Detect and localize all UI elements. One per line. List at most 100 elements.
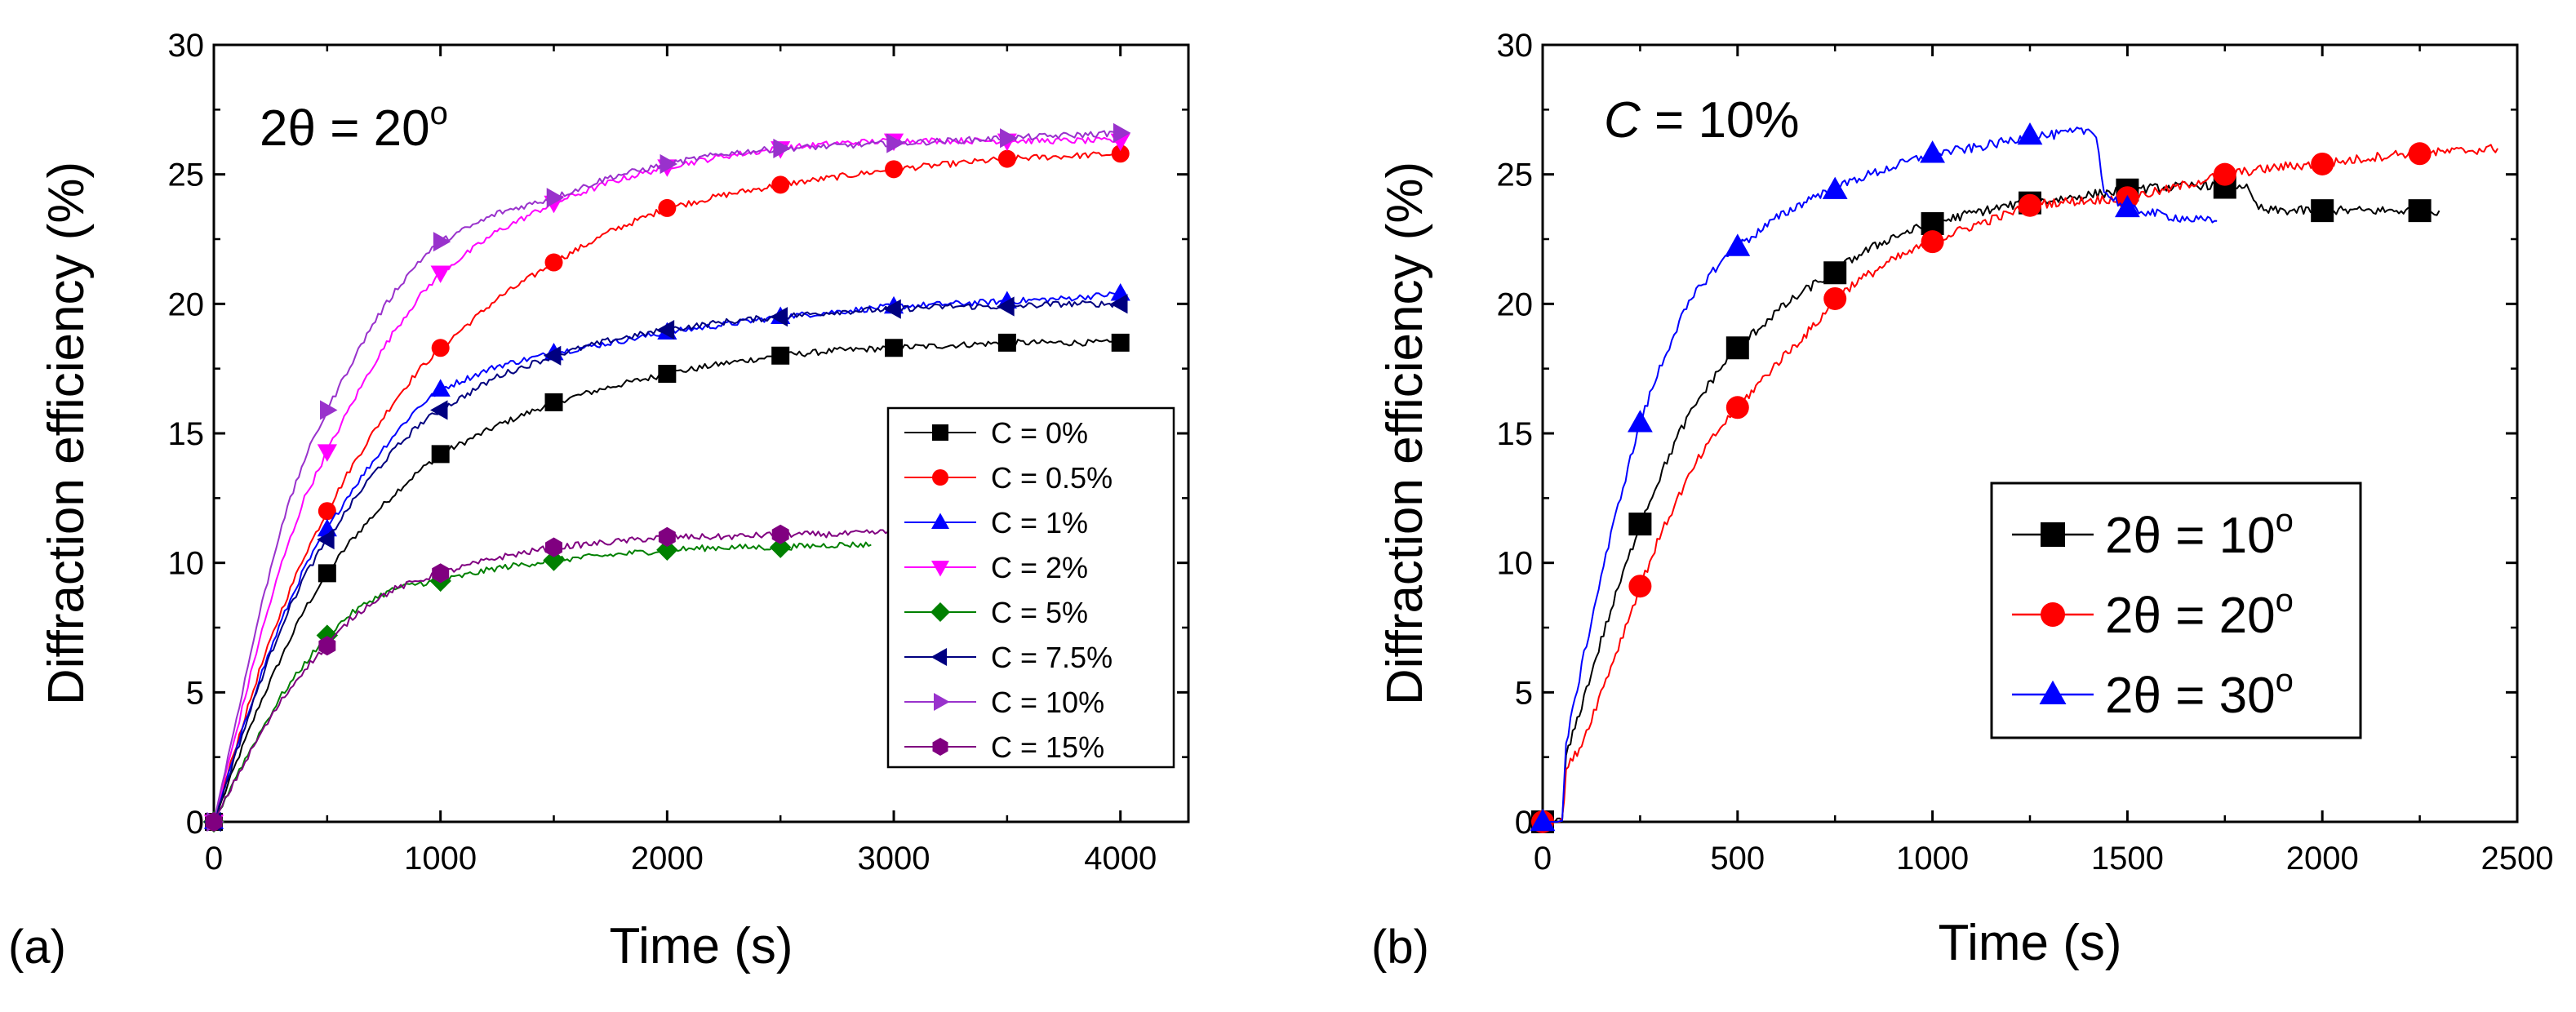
panel-a-legend-swatch-marker	[930, 648, 947, 666]
panel-a-series-line-c-2pct	[213, 136, 1121, 823]
panel-b-ytick-label: 20	[1497, 286, 1534, 322]
panel-a-xtick-label: 3000	[858, 841, 930, 877]
panel-a-legend-label: C = 0%	[991, 416, 1088, 450]
panel-a-legend-entry: C = 10%	[904, 686, 1104, 719]
panel-a-marker-c-10pct	[1000, 128, 1018, 149]
panel-a-marker-c-1pct	[430, 379, 451, 397]
panel-a-ticks: 0 1000 2000 3000 4000 0 5 10 15 20 25 30	[168, 28, 1188, 877]
panel-b-series	[1530, 122, 2498, 833]
panel-b-legend-entry: 2θ = 20o	[2012, 583, 2294, 644]
panel-a-marker-c-0pct	[997, 333, 1016, 352]
panel-a-ytick-label: 25	[168, 158, 205, 193]
panel-a-ytick-label: 20	[168, 286, 205, 322]
panel-b-marker-2theta-20deg	[2213, 162, 2236, 186]
panel-a-legend-label: C = 5%	[991, 596, 1088, 629]
panel-b-marker-2theta-30deg	[1725, 233, 1751, 256]
panel-a-legend-label: C = 7.5%	[991, 641, 1113, 674]
panel-a-legend-label: C = 0.5%	[991, 461, 1113, 495]
panel-b-ytick-label: 30	[1497, 28, 1534, 64]
panel-a-legend-entry: C = 7.5%	[904, 641, 1113, 674]
panel-a-marker-c-7p5pct	[997, 296, 1015, 317]
panel-a-series	[202, 122, 1131, 833]
panel-b-series-line-2theta-10deg	[1543, 180, 2441, 823]
panel-b-marker-2theta-30deg	[1822, 176, 1848, 199]
panel-a-legend-swatch-marker	[932, 424, 948, 441]
panel-b-series-2theta-30deg	[1530, 122, 2218, 832]
panel-a-marker-c-0p5pct	[431, 339, 450, 357]
panel-b-marker-2theta-30deg	[1628, 410, 1653, 433]
panel-a-legend-swatch-marker	[930, 602, 950, 622]
panel-a-marker-c-0pct	[318, 564, 336, 583]
panel-a-annotation: 2θ = 20o	[260, 95, 448, 157]
panel-a-legend-label: C = 15%	[991, 730, 1104, 764]
panel-b-legend-swatch-marker	[2039, 680, 2067, 704]
panel-a-marker-c-0pct	[771, 346, 790, 365]
panel-a-marker-c-0p5pct	[1111, 144, 1130, 163]
panel-b-legend-label: 2θ = 10o	[2105, 503, 2294, 564]
panel-a-marker-c-5pct	[656, 539, 678, 561]
panel-a-xtick-label: 4000	[1084, 841, 1157, 877]
panel-a-ytick-label: 30	[168, 28, 205, 64]
panel-b-xtick-label: 2500	[2481, 841, 2554, 877]
panel-b-legend-swatch-marker	[2041, 602, 2065, 627]
panel-a-marker-c-5pct	[769, 536, 792, 558]
panel-a-ytick-label: 15	[168, 416, 205, 452]
panel-a-ytick-label: 5	[186, 675, 204, 711]
panel-b-marker-2theta-20deg	[2408, 142, 2432, 166]
panel-b-marker-2theta-10deg	[2311, 199, 2334, 223]
panel-a-marker-c-10pct	[660, 153, 677, 175]
panel-b-xtick-label: 500	[1710, 841, 1765, 877]
panel-b-legend-swatch-marker	[2041, 522, 2065, 547]
panel-a-series-c-15pct	[205, 524, 895, 832]
panel-a-legend-label: C = 1%	[991, 506, 1088, 539]
panel-b-marker-2theta-10deg	[1725, 336, 1749, 360]
panel-a-marker-c-7p5pct	[430, 400, 448, 420]
panel-a-marker-c-15pct	[318, 636, 336, 656]
panel-a-legend-swatch-marker	[931, 513, 949, 529]
panel-a-marker-c-10pct	[320, 400, 338, 420]
panel-a-legend-entry: C = 1%	[904, 506, 1088, 539]
panel-a-legend-entry: C = 2%	[904, 551, 1088, 584]
panel-a-marker-c-7p5pct	[317, 530, 335, 550]
panel-b-ytick-label: 10	[1497, 546, 1534, 582]
panel-b-legend-entry: 2θ = 10o	[2012, 503, 2294, 564]
panel-a-xtick-label: 1000	[404, 841, 477, 877]
panel-a-marker-c-15pct	[545, 537, 562, 557]
panel-b-marker-2theta-10deg	[2408, 199, 2432, 223]
panel-b: 0 500 1000 1500 2000 2500 0 5 10 15 20 25 30 C = 10%…	[1371, 28, 2553, 974]
panel-a-letter: (a)	[8, 921, 66, 974]
panel-b-marker-2theta-20deg	[2311, 152, 2334, 175]
panel-a-legend-label: C = 10%	[991, 686, 1104, 719]
panel-b-ylabel: Diffraction efficiency (%)	[1377, 162, 1433, 705]
panel-b-marker-2theta-20deg	[1921, 230, 1944, 254]
panel-a-marker-c-0p5pct	[771, 175, 790, 194]
panel-a-marker-c-0p5pct	[318, 502, 336, 521]
panel-b-legend-entry: 2θ = 30o	[2012, 663, 2294, 724]
panel-b-legend-label: 2θ = 20o	[2105, 583, 2294, 644]
panel-a-marker-c-7p5pct	[770, 307, 788, 327]
panel-a-marker-c-2pct	[317, 444, 337, 462]
panel-b-marker-2theta-20deg	[2019, 193, 2041, 217]
panel-b-marker-2theta-10deg	[1628, 513, 1652, 536]
panel-b-marker-2theta-30deg	[1530, 808, 1556, 832]
panel-b-letter: (b)	[1371, 921, 1429, 974]
panel-b-marker-2theta-30deg	[1920, 140, 1945, 163]
panel-b-ticks: 0 500 1000 1500 2000 2500 0 5 10 15 20 25 30	[1497, 28, 2554, 877]
panel-b-marker-2theta-20deg	[1725, 396, 1749, 419]
panel-a-marker-c-15pct	[432, 563, 450, 584]
panel-b-xtick-label: 1500	[2091, 841, 2164, 877]
panel-b-ytick-label: 25	[1497, 158, 1534, 193]
panel-a-legend-entry: C = 15%	[904, 730, 1104, 764]
panel-a-marker-c-10pct	[546, 188, 565, 208]
panel-a-marker-c-10pct	[433, 232, 451, 252]
panel-a-legend: C = 0% C = 0.5% C = 1% C = 2% C = 5% C = 7.5%…	[886, 406, 1175, 769]
panel-a-marker-c-10pct	[773, 138, 791, 159]
panel-a-marker-c-10pct	[886, 133, 904, 153]
panel-a-marker-c-2pct	[430, 265, 451, 283]
panel-a-legend-entry: C = 0%	[904, 416, 1088, 450]
panel-a-marker-c-15pct	[205, 811, 223, 832]
panel-b-ytick-label: 0	[1515, 805, 1533, 841]
panel-a: 0 1000 2000 3000 4000 0 5 10 15 20 25 30 2θ = 20o T…	[8, 28, 1190, 974]
panel-b-legend: 2θ = 10o 2θ = 20o 2θ = 30o	[1990, 482, 2362, 739]
